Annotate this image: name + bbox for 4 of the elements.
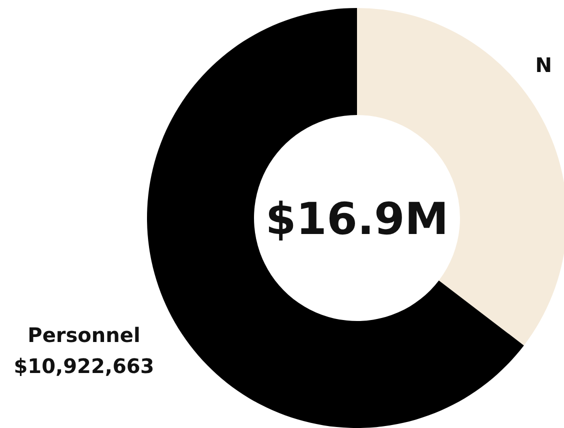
slice-label: N: [535, 53, 552, 77]
data-label: $10,922,663: [14, 354, 154, 378]
slice-label: Personnel: [28, 323, 140, 347]
text: $16.9M: [266, 194, 448, 245]
